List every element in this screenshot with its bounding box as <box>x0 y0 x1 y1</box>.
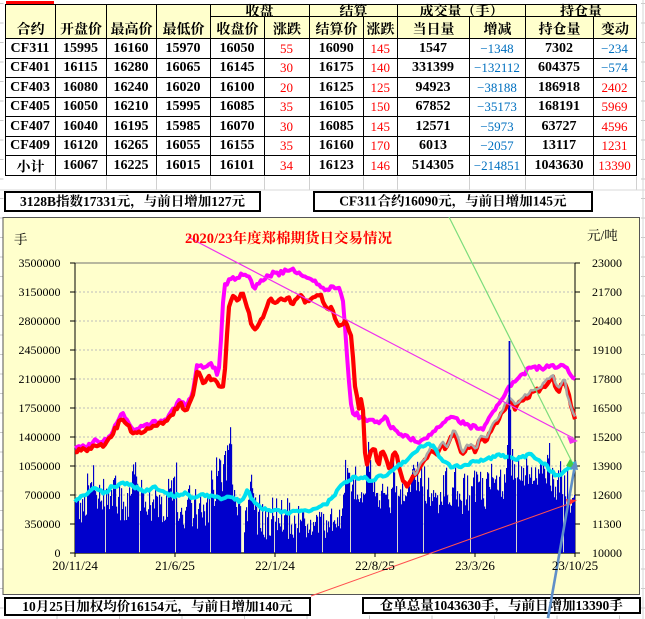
svg-text:3128B: 3128B <box>20 194 56 209</box>
svg-text:17331: 17331 <box>83 194 117 209</box>
svg-text:/: / <box>601 228 605 243</box>
svg-text:13900: 13900 <box>592 459 622 473</box>
svg-text:350000: 350000 <box>25 517 61 531</box>
svg-text:17800: 17800 <box>592 372 622 386</box>
svg-text:2800000: 2800000 <box>19 314 61 328</box>
svg-text:15200: 15200 <box>592 430 622 444</box>
svg-text:1050000: 1050000 <box>19 459 61 473</box>
svg-text:145: 145 <box>533 194 554 209</box>
svg-text:16154: 16154 <box>130 599 164 614</box>
svg-text:2450000: 2450000 <box>19 343 61 357</box>
svg-text:10: 10 <box>22 599 36 614</box>
svg-text:140: 140 <box>259 599 280 614</box>
svg-text:23000: 23000 <box>592 256 622 270</box>
svg-text:23/10/25: 23/10/25 <box>552 558 598 573</box>
svg-text:12600: 12600 <box>592 488 622 502</box>
svg-text:11300: 11300 <box>592 517 622 531</box>
svg-text:22/1/24: 22/1/24 <box>255 558 295 573</box>
svg-text:2020/23: 2020/23 <box>185 231 233 247</box>
svg-text:19100: 19100 <box>592 343 622 357</box>
svg-text:0: 0 <box>55 546 61 560</box>
svg-text:13390: 13390 <box>576 598 610 613</box>
svg-text:3150000: 3150000 <box>19 285 61 299</box>
svg-text:25: 25 <box>49 599 63 614</box>
svg-text:21700: 21700 <box>592 285 622 299</box>
svg-text:2100000: 2100000 <box>19 372 61 386</box>
svg-text:3500000: 3500000 <box>19 256 61 270</box>
svg-text:CF311: CF311 <box>339 194 377 209</box>
svg-text:16500: 16500 <box>592 401 622 415</box>
svg-text:23/3/26: 23/3/26 <box>455 558 495 573</box>
svg-text:22/8/25: 22/8/25 <box>355 558 395 573</box>
svg-text:21/6/25: 21/6/25 <box>155 558 195 573</box>
svg-text:1750000: 1750000 <box>19 401 61 415</box>
svg-text:127: 127 <box>211 194 232 209</box>
svg-text:20400: 20400 <box>592 314 622 328</box>
svg-text:20/11/24: 20/11/24 <box>52 558 98 573</box>
svg-text:10000: 10000 <box>592 546 622 560</box>
svg-text:1400000: 1400000 <box>19 430 61 444</box>
svg-text:16090: 16090 <box>404 194 438 209</box>
svg-text:700000: 700000 <box>25 488 61 502</box>
svg-text:1043630: 1043630 <box>434 598 482 613</box>
